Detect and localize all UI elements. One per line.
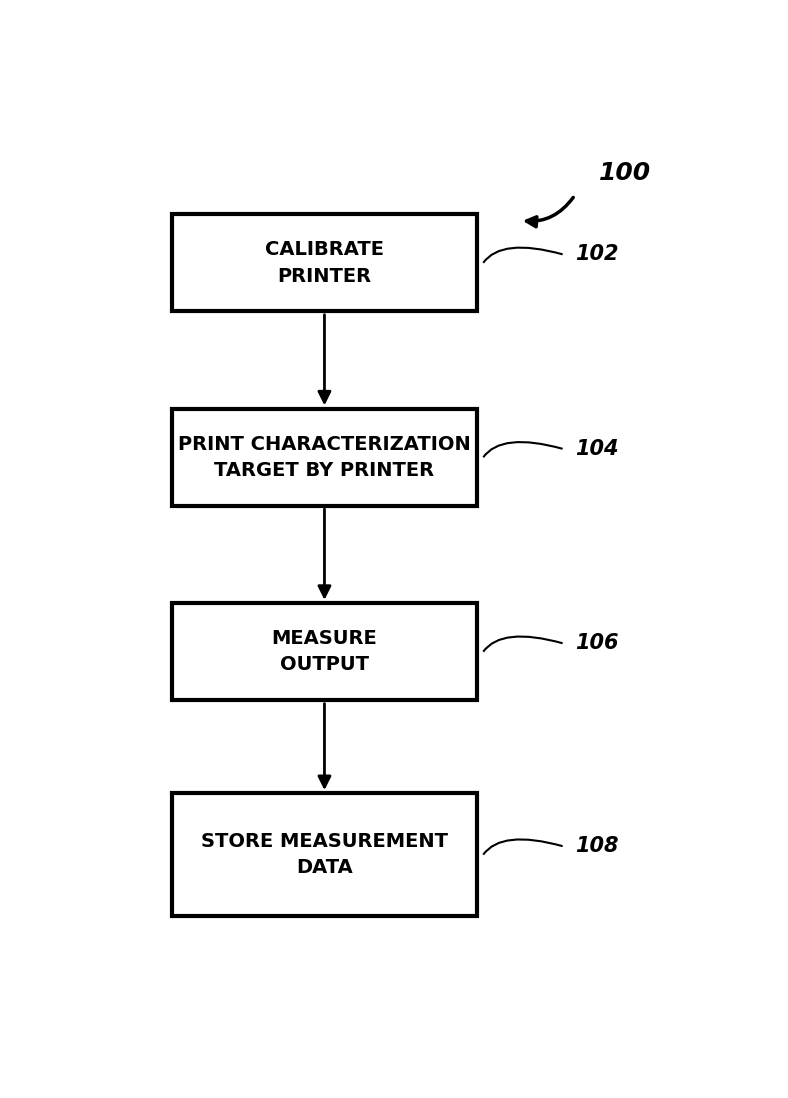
Bar (172, 794, 477, 916)
Text: 106: 106 (574, 634, 619, 653)
Text: MEASURE
OUTPUT: MEASURE OUTPUT (272, 629, 377, 674)
Text: 102: 102 (574, 245, 619, 265)
Text: STORE MEASUREMENT
DATA: STORE MEASUREMENT DATA (201, 832, 448, 877)
Bar (172, 603, 477, 701)
Bar (172, 214, 477, 312)
Text: CALIBRATE
PRINTER: CALIBRATE PRINTER (265, 240, 384, 285)
Text: 104: 104 (574, 439, 619, 459)
Bar (172, 408, 477, 506)
Text: 100: 100 (599, 161, 652, 186)
Text: PRINT CHARACTERIZATION
TARGET BY PRINTER: PRINT CHARACTERIZATION TARGET BY PRINTER (178, 435, 471, 480)
Text: 108: 108 (574, 837, 619, 856)
